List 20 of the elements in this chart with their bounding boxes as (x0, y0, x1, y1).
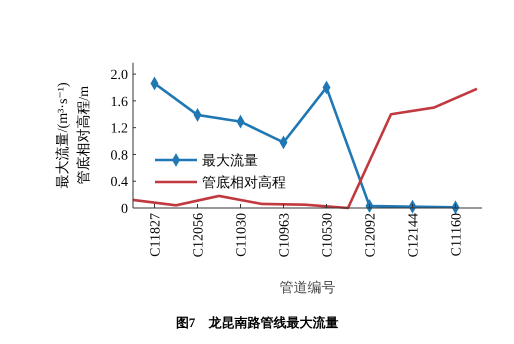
legend-label: 管底相对高程 (202, 174, 286, 191)
y-tick-label: 1.2 (110, 122, 128, 137)
x-tick-label: C12092 (364, 213, 378, 258)
x-axis-title: 管道编号 (280, 280, 336, 296)
line-series (132, 88, 478, 210)
y-tick-label: 1.6 (110, 94, 128, 110)
x-tick-label: C11030 (234, 213, 250, 257)
y-tick-label: 0.8 (110, 148, 128, 164)
x-tick-label: C12056 (192, 213, 206, 258)
x-tick-label: C12144 (406, 213, 422, 258)
text: 图7 龙昆南路管线最大流量 (176, 315, 338, 330)
x-tick-label: C11827 (148, 213, 164, 257)
y-tick-label: 0 (121, 202, 128, 217)
legend-label: 最大流量 (202, 152, 258, 169)
y-tick-label: 0.4 (110, 175, 128, 190)
x-tick-label: C10963 (278, 213, 292, 258)
x-tick-label: C10530 (320, 213, 336, 258)
x-tick-label: C11160 (450, 213, 464, 256)
y-tick-label: 2.0 (110, 68, 128, 83)
y-axis-title: 最大流量/(m³·s⁻¹) 管底相对高程/m (55, 82, 92, 188)
